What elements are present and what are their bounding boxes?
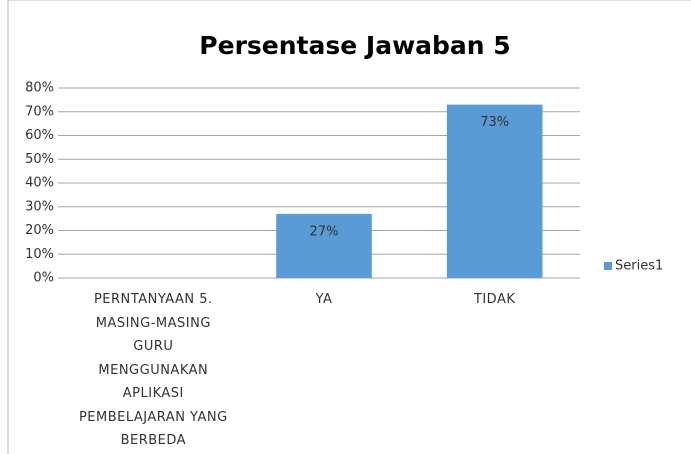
- data-label: 73%: [480, 115, 509, 130]
- y-tick-label: 0%: [33, 271, 54, 286]
- data-label: 27%: [310, 224, 339, 239]
- y-tick-label: 10%: [25, 247, 54, 262]
- chart-title: Persentase Jawaban 5: [199, 31, 510, 60]
- bar: [446, 104, 543, 278]
- x-tick-label: PERNTANYAAN 5. MASING-MASING GURU MENGGU…: [78, 292, 228, 448]
- y-tick-label: 60%: [25, 128, 54, 143]
- y-tick-label: 70%: [25, 104, 54, 119]
- chart-border: [7, 0, 691, 454]
- y-tick-label: 20%: [25, 223, 54, 238]
- y-tick-label: 40%: [25, 176, 54, 191]
- bar: [276, 213, 372, 278]
- x-tick-label: YA: [315, 292, 333, 307]
- y-tick-label: 50%: [25, 152, 54, 167]
- y-tick-label: 30%: [25, 199, 54, 214]
- legend-swatch: [604, 262, 612, 270]
- x-tick-label: TIDAK: [473, 292, 516, 307]
- legend-label: Series1: [615, 259, 663, 274]
- y-tick-label: 80%: [25, 81, 54, 96]
